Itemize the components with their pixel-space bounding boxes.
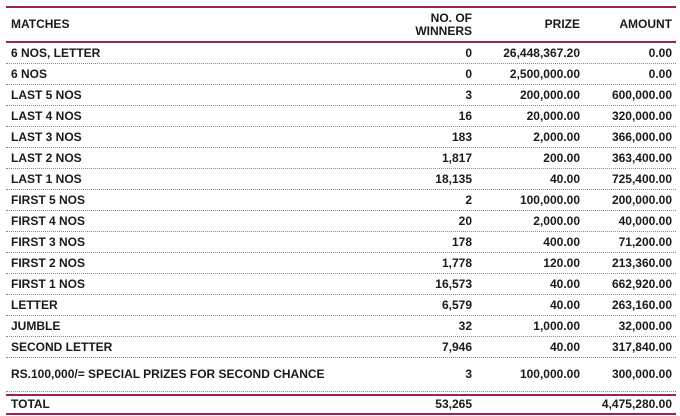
cell-match: LAST 2 NOS [11, 150, 82, 165]
table-row: LAST 5 NOS 3 200,000.00 600,000.00 [6, 85, 676, 106]
cell-match: RS.100,000/= SPECIAL PRIZES FOR SECOND C… [11, 367, 325, 381]
header-matches: MATCHES [11, 17, 70, 31]
cell-prize: 40.00 [549, 171, 580, 186]
table-header: MATCHES NO. OF WINNERS PRIZE AMOUNT [6, 6, 676, 43]
cell-winners: 1,778 [441, 255, 472, 270]
cell-prize: 26,448,367.20 [503, 45, 580, 60]
cell-amount: 662,920.00 [611, 276, 672, 291]
cell-prize: 40.00 [549, 339, 580, 354]
cell-amount: 363,400.00 [611, 150, 672, 165]
cell-match: 6 NOS [11, 66, 48, 81]
cell-prize: 200.00 [543, 150, 580, 165]
cell-amount: 366,000.00 [611, 129, 672, 144]
cell-prize: 2,000.00 [533, 129, 580, 144]
cell-match: JUMBLE [11, 318, 61, 333]
cell-prize: 400.00 [543, 234, 580, 249]
cell-winners: 2 [465, 192, 472, 207]
cell-prize: 2,500,000.00 [509, 66, 580, 81]
cell-amount: 40,000.00 [618, 213, 672, 228]
cell-amount: 263,160.00 [611, 297, 672, 312]
table-row: LAST 4 NOS 16 20,000.00 320,000.00 [6, 106, 676, 127]
cell-amount: 200,000.00 [611, 192, 672, 207]
cell-amount: 32,000.00 [618, 318, 672, 333]
cell-match: LAST 1 NOS [11, 171, 82, 186]
cell-match: SECOND LETTER [11, 339, 113, 354]
header-winners: NO. OF WINNERS [336, 10, 476, 38]
cell-match: FIRST 3 NOS [11, 234, 86, 249]
table-row: LETTER 6,579 40.00 263,160.00 [6, 295, 676, 316]
cell-winners: 1,817 [441, 150, 472, 165]
cell-match: LAST 3 NOS [11, 129, 82, 144]
cell-winners: 3 [465, 367, 472, 381]
table-row: 6 NOS, LETTER 0 26,448,367.20 0.00 [6, 43, 676, 64]
header-prize: PRIZE [544, 17, 580, 31]
table-row: LAST 2 NOS 1,817 200.00 363,400.00 [6, 148, 676, 169]
table-row: FIRST 1 NOS 16,573 40.00 662,920.00 [6, 274, 676, 295]
cell-amount: 213,360.00 [611, 255, 672, 270]
table-row: RS.100,000/= SPECIAL PRIZES FOR SECOND C… [6, 358, 676, 392]
table-row: FIRST 3 NOS 178 400.00 71,200.00 [6, 232, 676, 253]
table-body: 6 NOS, LETTER 0 26,448,367.20 0.00 6 NOS 0 2,5… [6, 43, 676, 392]
total-winners: 53,265 [435, 397, 472, 411]
header-amount: AMOUNT [619, 17, 672, 31]
cell-winners: 6,579 [441, 297, 472, 312]
cell-match: FIRST 1 NOS [11, 276, 86, 291]
table-row: SECOND LETTER 7,946 40.00 317,840.00 [6, 337, 676, 358]
cell-winners: 16,573 [435, 276, 472, 291]
header-winners-line2: WINNERS [415, 23, 472, 38]
cell-amount: 0.00 [648, 45, 672, 60]
cell-winners: 18,135 [435, 171, 472, 186]
cell-prize: 120.00 [543, 255, 580, 270]
cell-winners: 16 [458, 108, 472, 123]
cell-winners: 20 [458, 213, 472, 228]
cell-prize: 20,000.00 [526, 108, 580, 123]
prize-table: MATCHES NO. OF WINNERS PRIZE AMOUNT 6 NO… [6, 6, 676, 415]
cell-prize: 2,000.00 [533, 213, 580, 228]
cell-amount: 320,000.00 [611, 108, 672, 123]
cell-match: LAST 5 NOS [11, 87, 82, 102]
cell-amount: 317,840.00 [611, 339, 672, 354]
table-row: LAST 1 NOS 18,135 40.00 725,400.00 [6, 169, 676, 190]
cell-match: FIRST 2 NOS [11, 255, 86, 270]
cell-amount: 0.00 [648, 66, 672, 81]
table-row: LAST 3 NOS 183 2,000.00 366,000.00 [6, 127, 676, 148]
total-label: TOTAL [11, 397, 50, 411]
cell-amount: 725,400.00 [611, 171, 672, 186]
cell-amount: 300,000.00 [611, 367, 672, 381]
cell-amount: 71,200.00 [618, 234, 672, 249]
cell-amount: 600,000.00 [611, 87, 672, 102]
cell-winners: 32 [458, 318, 472, 333]
cell-prize: 40.00 [549, 276, 580, 291]
cell-prize: 100,000.00 [519, 192, 580, 207]
cell-winners: 183 [451, 129, 472, 144]
cell-prize: 40.00 [549, 297, 580, 312]
table-row: JUMBLE 32 1,000.00 32,000.00 [6, 316, 676, 337]
table-row: FIRST 2 NOS 1,778 120.00 213,360.00 [6, 253, 676, 274]
cell-match: FIRST 5 NOS [11, 192, 86, 207]
table-row: 6 NOS 0 2,500,000.00 0.00 [6, 64, 676, 85]
header-winners-line1: NO. OF [430, 10, 472, 25]
cell-match: LETTER [11, 297, 58, 312]
cell-winners: 0 [465, 66, 472, 81]
table-row: FIRST 5 NOS 2 100,000.00 200,000.00 [6, 190, 676, 211]
total-row: TOTAL 53,265 4,475,280.00 [6, 394, 676, 415]
total-amount: 4,475,280.00 [601, 397, 672, 411]
table-row: FIRST 4 NOS 20 2,000.00 40,000.00 [6, 211, 676, 232]
cell-prize: 100,000.00 [519, 367, 580, 381]
cell-match: 6 NOS, LETTER [11, 45, 101, 60]
cell-match: LAST 4 NOS [11, 108, 82, 123]
cell-winners: 178 [451, 234, 472, 249]
cell-prize: 1,000.00 [533, 318, 580, 333]
cell-winners: 0 [465, 45, 472, 60]
cell-winners: 7,946 [441, 339, 472, 354]
cell-match: FIRST 4 NOS [11, 213, 86, 228]
cell-winners: 3 [465, 87, 472, 102]
cell-prize: 200,000.00 [519, 87, 580, 102]
